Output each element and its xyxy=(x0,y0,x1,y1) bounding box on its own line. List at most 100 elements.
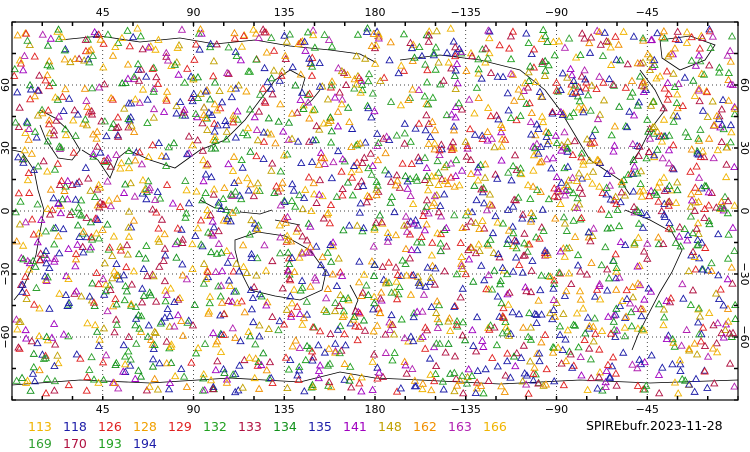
observation-marker xyxy=(504,106,513,114)
observation-marker xyxy=(563,326,572,334)
observation-marker xyxy=(552,138,562,147)
observation-marker xyxy=(279,151,289,159)
observation-marker xyxy=(182,382,192,390)
y-tick-label-left-3: −30 xyxy=(0,262,12,285)
observation-marker xyxy=(193,343,203,352)
observation-marker xyxy=(723,143,732,151)
observation-marker xyxy=(198,195,207,204)
observation-marker xyxy=(103,154,113,162)
observation-marker xyxy=(25,265,34,273)
observation-marker xyxy=(406,332,416,340)
observation-marker xyxy=(364,103,373,112)
observation-marker xyxy=(676,366,685,375)
observation-marker xyxy=(434,58,443,66)
observation-marker xyxy=(686,300,696,308)
observation-marker xyxy=(118,78,127,87)
observation-marker xyxy=(340,329,349,338)
observation-marker xyxy=(258,84,268,92)
observation-marker xyxy=(629,202,639,210)
observation-marker xyxy=(35,304,44,312)
observation-marker xyxy=(619,27,628,35)
observation-marker xyxy=(428,117,437,125)
frame-ticks xyxy=(11,21,739,401)
observation-marker xyxy=(392,277,401,285)
observation-marker xyxy=(709,320,718,329)
observation-marker xyxy=(331,348,340,356)
x-tick-label-top-4: −135 xyxy=(451,6,481,19)
observation-marker xyxy=(482,205,492,214)
observation-marker xyxy=(634,151,643,159)
observation-marker xyxy=(238,128,248,136)
observation-marker xyxy=(108,301,118,310)
observation-marker xyxy=(154,138,164,147)
observation-marker xyxy=(580,335,589,344)
observation-marker xyxy=(426,273,436,281)
observation-marker xyxy=(688,286,698,294)
observation-marker xyxy=(50,386,59,394)
observation-marker xyxy=(519,341,529,349)
observation-marker xyxy=(382,132,391,140)
observation-marker xyxy=(506,32,516,40)
observation-marker xyxy=(116,164,125,172)
observation-marker xyxy=(249,282,259,291)
observation-marker xyxy=(165,311,174,320)
observation-marker xyxy=(387,288,396,296)
observation-marker xyxy=(55,248,64,257)
observation-marker xyxy=(381,348,391,356)
observation-marker xyxy=(560,163,569,172)
observation-marker xyxy=(53,351,62,359)
observation-marker xyxy=(32,133,41,141)
observation-marker xyxy=(257,360,266,369)
observation-marker xyxy=(401,244,411,252)
observation-marker xyxy=(350,74,359,83)
observation-marker xyxy=(179,372,189,380)
observation-marker xyxy=(439,385,448,393)
observation-marker xyxy=(567,279,576,288)
observation-marker xyxy=(700,341,710,350)
observation-marker xyxy=(577,213,586,221)
observation-marker xyxy=(474,163,483,171)
observation-marker xyxy=(544,60,553,69)
observation-marker xyxy=(191,349,201,357)
observation-marker xyxy=(659,320,668,329)
observation-marker xyxy=(497,156,506,164)
observation-marker xyxy=(201,188,210,197)
observation-marker xyxy=(381,166,390,174)
observation-marker xyxy=(238,383,247,391)
observation-marker xyxy=(559,380,569,389)
observation-marker xyxy=(142,194,151,203)
observation-marker xyxy=(315,175,325,184)
observation-marker xyxy=(41,227,51,235)
observation-marker xyxy=(548,348,558,356)
observation-marker xyxy=(643,49,653,58)
observation-marker xyxy=(35,71,44,79)
observation-marker xyxy=(664,89,673,98)
observation-marker xyxy=(627,76,637,84)
observation-marker xyxy=(436,80,445,88)
observation-marker xyxy=(570,81,580,89)
observation-marker xyxy=(579,160,588,168)
observation-marker xyxy=(637,311,646,320)
observation-marker xyxy=(337,271,347,279)
observation-marker xyxy=(639,36,648,44)
observation-marker xyxy=(643,239,652,247)
observation-marker xyxy=(260,63,269,72)
observation-marker xyxy=(595,72,604,80)
observation-marker xyxy=(635,72,645,80)
observation-marker xyxy=(74,203,83,211)
observation-marker xyxy=(203,267,212,275)
observation-marker xyxy=(599,78,608,86)
tick-labels: 45459090135135180180−135−135−90−90−45−45… xyxy=(0,6,750,416)
observation-marker xyxy=(575,96,584,105)
observation-marker xyxy=(637,192,647,200)
observation-marker xyxy=(266,130,276,138)
observation-marker xyxy=(259,137,269,145)
observation-marker xyxy=(434,180,443,188)
observation-marker xyxy=(138,189,147,197)
observation-marker xyxy=(550,312,560,320)
observation-marker xyxy=(551,131,561,139)
observation-marker xyxy=(228,370,238,378)
observation-marker xyxy=(289,285,299,293)
observation-marker xyxy=(683,132,693,141)
observation-marker xyxy=(355,208,364,216)
